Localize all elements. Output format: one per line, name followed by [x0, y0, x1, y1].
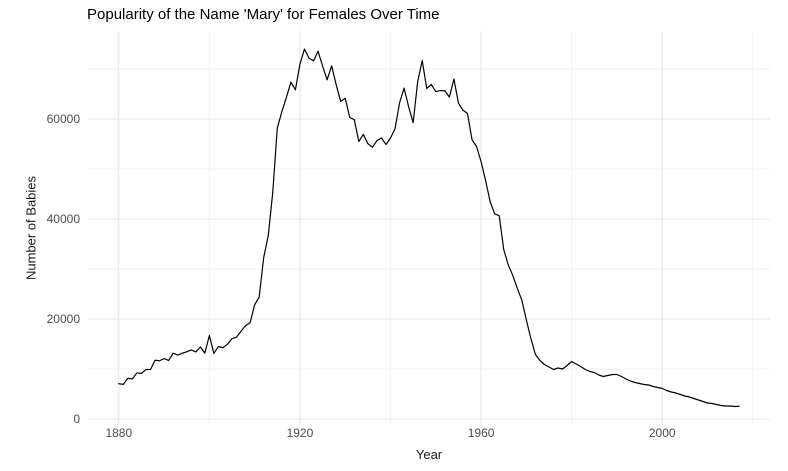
y-axis-title: Number of Babies — [23, 175, 39, 281]
x-axis-title: Year — [415, 447, 443, 462]
y-tick-label-40000: 40000 — [47, 212, 81, 226]
y-tick-label-0: 0 — [73, 412, 80, 426]
chart-title: Popularity of the Name 'Mary' for Female… — [87, 6, 440, 23]
x-tick-label-1880: 1880 — [105, 426, 132, 440]
x-tick-label-2000: 2000 — [649, 426, 676, 440]
y-tick-label-60000: 60000 — [47, 112, 81, 126]
series-line-mary-f- — [118, 48, 740, 408]
x-tick-label-1920: 1920 — [287, 426, 314, 440]
x-tick-label-1960: 1960 — [468, 426, 495, 440]
y-tick-label-20000: 20000 — [47, 312, 81, 326]
